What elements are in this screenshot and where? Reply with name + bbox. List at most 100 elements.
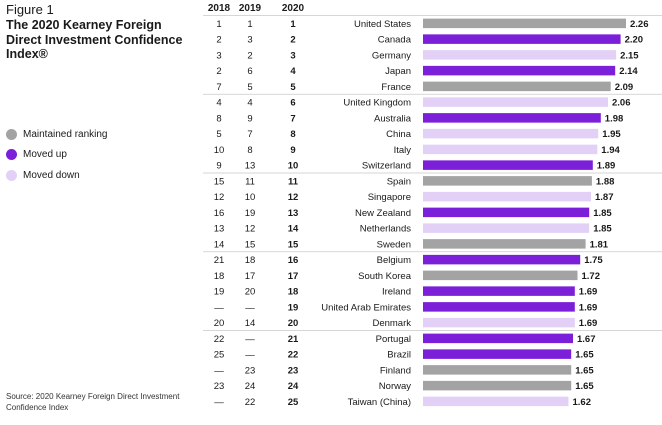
bar (423, 317, 575, 328)
bar (423, 207, 590, 218)
rank-2018-cell: 3 (216, 50, 221, 61)
bar (423, 302, 575, 312)
country-label: Belgium (377, 255, 411, 266)
country-label: Spain (387, 176, 411, 187)
value-label: 1.89 (597, 161, 616, 172)
rank-2020-cell: 8 (290, 129, 295, 140)
rank-2018-cell: 1 (216, 19, 221, 30)
rank-2018-cell: 9 (216, 161, 221, 172)
rank-2018-cell: 15 (214, 176, 225, 187)
rank-2018-cell: 2 (216, 35, 221, 46)
legend-label-moved-down: Moved down (23, 169, 80, 181)
country-label: Taiwan (China) (348, 397, 411, 408)
rank-2018-cell: 22 (214, 334, 225, 345)
value-label: 2.09 (615, 82, 634, 93)
value-label: 1.88 (596, 176, 615, 187)
rank-2019-cell: 2 (247, 50, 252, 61)
rank-2020-cell: 2 (290, 35, 295, 46)
rank-2018-cell: 25 (214, 350, 225, 361)
country-label: Sweden (377, 239, 411, 250)
rank-2019-cell: 7 (247, 129, 252, 140)
country-label: Germany (372, 50, 411, 61)
value-label: 1.69 (579, 302, 598, 313)
value-label: 2.06 (612, 98, 631, 109)
chart-title: The 2020 Kearney Foreign Direct Investme… (6, 18, 183, 61)
legend-item-moved-down: Moved down (6, 165, 108, 186)
rank-2019-cell: 5 (247, 82, 252, 93)
country-label: Netherlands (360, 224, 411, 235)
legend-swatch-moved-down (6, 169, 17, 181)
rank-2020-cell: 9 (290, 145, 295, 156)
rank-2020-cell: 19 (288, 302, 299, 313)
value-label: 1.85 (593, 224, 612, 235)
country-label: United Arab Emirates (321, 302, 411, 313)
rank-2018-cell: 8 (216, 113, 221, 124)
bar (423, 65, 616, 76)
value-label: 1.72 (582, 271, 601, 282)
rank-2020-cell: 10 (288, 161, 299, 172)
country-label: Denmark (372, 318, 411, 329)
country-label: Singapore (368, 192, 411, 203)
country-label: United States (354, 19, 411, 30)
bar (423, 160, 593, 170)
rank-2018-cell: 18 (214, 271, 225, 282)
rank-2020-cell: 17 (288, 271, 299, 282)
rank-2019-cell: 15 (245, 239, 256, 250)
rank-2019-cell: 1 (247, 19, 252, 30)
bar (423, 128, 599, 139)
rank-2019-cell: 18 (245, 255, 256, 266)
header-2018: 2018 (208, 3, 231, 14)
legend-label-maintained: Maintained ranking (23, 128, 108, 140)
rank-2020-cell: 3 (290, 50, 295, 61)
rank-2020-cell: 18 (288, 287, 299, 298)
legend-item-maintained: Maintained ranking (6, 124, 108, 145)
value-label: 1.94 (601, 145, 620, 156)
rank-2020-cell: 15 (288, 239, 299, 250)
bar (423, 254, 581, 265)
value-label: 2.14 (619, 66, 638, 77)
rank-2019-cell: — (245, 302, 255, 313)
rank-2020-cell: 20 (288, 318, 299, 329)
bar (423, 270, 578, 281)
rank-2018-cell: — (214, 302, 224, 313)
value-label: 2.26 (630, 19, 649, 30)
value-label: 1.65 (575, 365, 594, 376)
rank-2020-cell: 22 (288, 350, 299, 361)
rank-2018-cell: 13 (214, 224, 225, 235)
rank-2019-cell: 13 (245, 161, 256, 172)
rank-2018-cell: 4 (216, 98, 221, 109)
country-label: South Korea (358, 271, 412, 282)
bar (423, 34, 621, 44)
bar (423, 365, 572, 375)
header-2020: 2020 (282, 3, 305, 14)
bar (423, 239, 586, 249)
bar (423, 191, 591, 202)
country-label: France (381, 82, 411, 93)
rank-2020-cell: 7 (290, 113, 295, 124)
country-label: Portugal (376, 334, 411, 345)
legend-swatch-maintained (6, 128, 17, 140)
value-label: 1.69 (579, 318, 598, 329)
rank-2018-cell: 16 (214, 208, 225, 219)
bar (423, 97, 608, 107)
rank-2018-cell: — (214, 365, 224, 376)
rank-2020-cell: 24 (288, 381, 299, 392)
country-label: Australia (374, 113, 412, 124)
header-2019: 2019 (239, 3, 262, 14)
country-label: Ireland (382, 287, 411, 298)
bar (423, 50, 617, 60)
rank-2020-cell: 1 (290, 19, 296, 30)
bar (423, 113, 601, 123)
rank-2019-cell: — (245, 350, 255, 361)
rank-2018-cell: 10 (214, 145, 225, 156)
rank-2020-cell: 13 (288, 208, 299, 219)
left-panel: Figure 1 The 2020 Kearney Foreign Direct… (6, 0, 196, 425)
value-label: 1.95 (602, 129, 621, 140)
rank-2019-cell: 6 (247, 66, 252, 77)
rank-2020-cell: 14 (288, 224, 299, 235)
value-label: 1.62 (573, 397, 592, 408)
value-label: 1.85 (593, 208, 612, 219)
bar (423, 333, 573, 344)
country-label: Brazil (387, 350, 411, 361)
